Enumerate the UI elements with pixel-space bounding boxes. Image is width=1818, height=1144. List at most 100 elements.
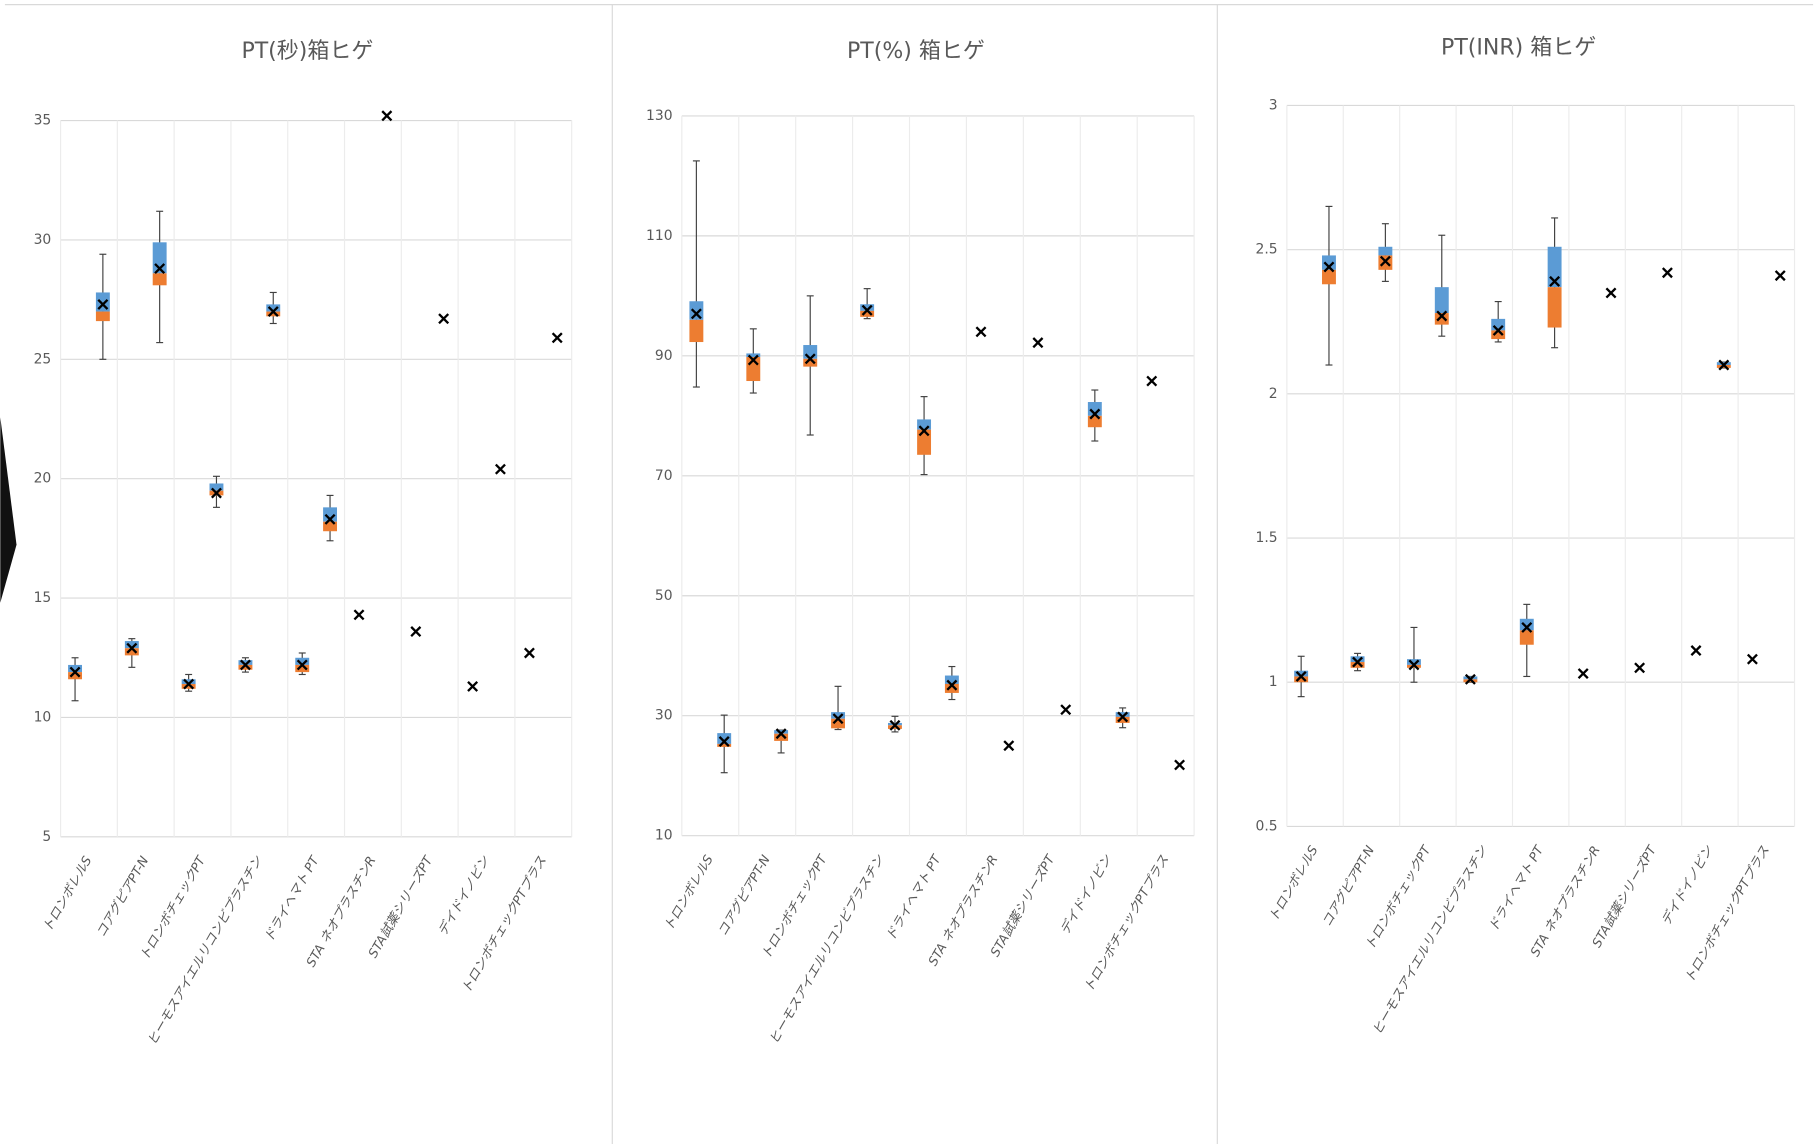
mean-marker <box>1003 740 1015 752</box>
box-lower <box>944 683 959 693</box>
y-tick-label: 90 <box>655 348 673 364</box>
chart-title: PT(秒)箱ヒゲ <box>241 39 373 64</box>
box-lower <box>774 733 789 741</box>
mean-marker <box>239 659 251 671</box>
mean-marker <box>861 304 873 316</box>
box-upper <box>68 664 83 673</box>
mean-marker <box>467 680 479 692</box>
mean-marker <box>918 425 930 437</box>
y-tick-label: 10 <box>655 828 673 844</box>
mean-marker <box>690 308 702 320</box>
box-upper <box>917 419 932 430</box>
mean-marker <box>1634 662 1646 674</box>
box-upper <box>1322 255 1336 270</box>
mean-marker <box>523 647 535 659</box>
mean-marker <box>211 487 222 499</box>
box-upper <box>689 301 704 320</box>
mean-marker <box>267 306 279 318</box>
mean-marker <box>889 719 901 731</box>
y-tick-label: 0.5 <box>1255 818 1277 834</box>
mean-marker <box>1464 673 1476 685</box>
mean-marker <box>1379 255 1391 267</box>
mean-marker <box>126 642 138 654</box>
mean-marker <box>1352 656 1364 668</box>
y-tick-label: 35 <box>34 113 52 129</box>
box-upper <box>266 304 281 312</box>
box-upper <box>746 353 761 358</box>
mean-marker <box>381 110 393 122</box>
box-upper <box>1434 287 1449 314</box>
box-upper <box>323 507 337 522</box>
mean-marker <box>1295 671 1307 682</box>
mean-marker <box>1436 310 1448 322</box>
y-tick-label: 1.5 <box>1255 530 1277 546</box>
mean-marker <box>747 354 759 366</box>
mean-marker <box>353 609 365 621</box>
box-upper <box>1294 670 1309 677</box>
mean-marker <box>832 713 844 725</box>
mean-marker <box>154 263 166 275</box>
chart-title: PT(%) 箱ヒゲ <box>847 39 985 64</box>
box-lower <box>831 718 845 729</box>
mean-marker <box>69 666 81 678</box>
box-upper <box>860 304 875 311</box>
mean-marker <box>804 353 816 365</box>
y-tick-label: 2 <box>1269 386 1278 402</box>
box-lower <box>1087 415 1102 428</box>
mean-marker <box>1060 704 1072 716</box>
box-lower <box>1294 676 1309 683</box>
mean-marker <box>1089 408 1101 420</box>
box-lower <box>1434 313 1449 325</box>
box-upper <box>209 483 224 491</box>
box-upper <box>1407 659 1421 665</box>
box-lower <box>1115 716 1130 723</box>
y-tick-label: 15 <box>34 590 52 606</box>
box-lower <box>95 311 110 322</box>
mean-marker <box>1117 711 1129 723</box>
box-lower <box>860 310 875 317</box>
box-lower <box>68 672 83 680</box>
box-lower <box>689 319 704 343</box>
mean-marker <box>1718 359 1730 371</box>
y-tick-label: 5 <box>42 829 51 845</box>
box-upper <box>1115 712 1130 717</box>
mean-marker <box>1174 759 1186 771</box>
box-upper <box>181 679 196 685</box>
edge-decoration <box>0 417 17 603</box>
y-tick-label: 3 <box>1269 97 1278 113</box>
mean-marker <box>946 679 958 691</box>
y-tick-label: 70 <box>655 468 673 484</box>
box-lower <box>152 273 167 286</box>
mean-marker <box>551 332 563 344</box>
y-tick-label: 20 <box>34 471 52 487</box>
y-tick-label: 30 <box>655 708 673 724</box>
mean-marker <box>1661 267 1673 279</box>
mean-marker <box>1032 337 1044 349</box>
box-upper <box>717 733 732 744</box>
box-lower <box>238 664 253 670</box>
y-tick-label: 2.5 <box>1255 242 1277 258</box>
box-lower <box>1350 662 1365 668</box>
mean-marker <box>1690 645 1702 656</box>
mean-marker <box>1577 668 1589 680</box>
box-lower <box>323 521 337 532</box>
mean-marker <box>324 513 336 525</box>
box-upper <box>1519 618 1534 631</box>
mean-marker <box>438 313 450 325</box>
mean-marker <box>1521 621 1533 633</box>
box-lower <box>266 311 281 317</box>
y-tick-label: 30 <box>34 232 52 248</box>
box-upper <box>1350 656 1365 663</box>
y-tick-label: 10 <box>34 709 52 725</box>
box-upper <box>1087 402 1102 416</box>
box-upper <box>1378 246 1393 256</box>
mean-marker <box>1408 659 1420 671</box>
chart-title: PT(INR) 箱ヒゲ <box>1441 36 1596 61</box>
box-lower <box>1322 269 1336 285</box>
box-lower <box>917 429 932 455</box>
mean-marker <box>183 678 195 690</box>
box-upper <box>295 657 310 665</box>
y-tick-label: 1 <box>1269 674 1278 690</box>
mean-marker <box>494 463 506 475</box>
